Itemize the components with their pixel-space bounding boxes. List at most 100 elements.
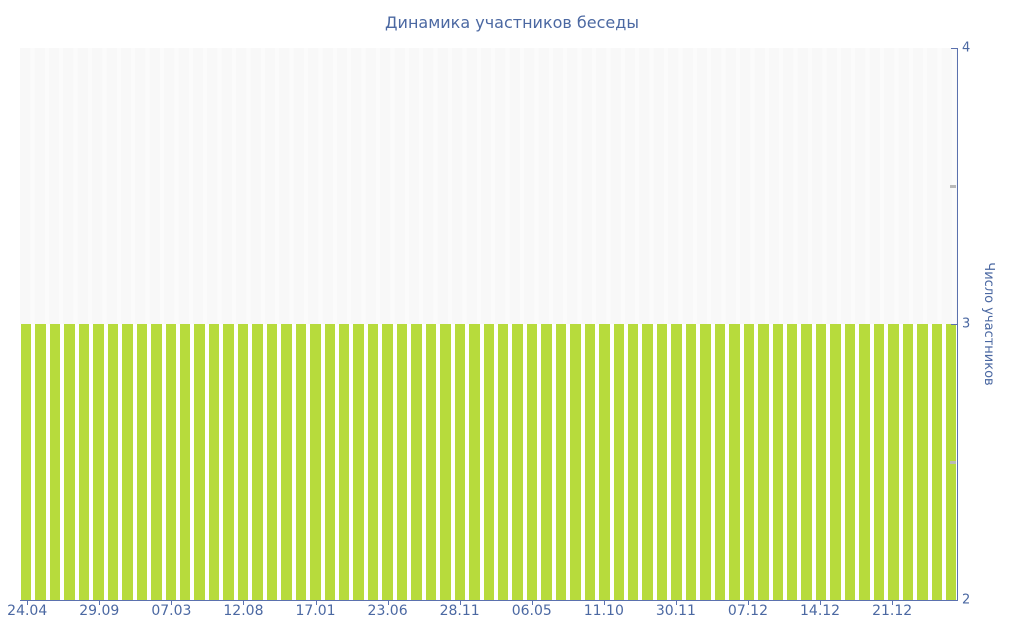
bar [917,324,928,600]
bar [281,324,292,600]
x-axis-tick [27,601,29,605]
bar [772,324,784,600]
bar [237,324,249,600]
bar [78,324,90,600]
bar [599,324,610,600]
y-axis-minor-tick [950,461,956,464]
bar [338,324,350,600]
y-axis-title: Число участников [981,262,996,386]
bar [497,324,509,600]
x-tick-label: 21.12 [872,603,913,619]
x-axis-tick [603,601,605,605]
bar [107,324,119,600]
y-axis-line [957,48,958,601]
x-axis-tick [892,601,894,605]
plot-area [20,48,957,600]
y-tick-label: 4 [962,40,971,56]
bar [179,324,191,600]
bar [483,324,494,600]
bar [208,324,220,600]
x-axis-tick [171,601,173,605]
bar [295,324,307,600]
x-axis-tick [675,601,677,605]
y-tick-label: 2 [962,592,971,608]
bar [382,324,393,600]
bar [165,324,176,600]
bar [396,324,408,600]
bar [526,324,538,600]
bar [440,324,451,600]
bar [367,324,379,600]
bar [310,324,321,600]
bar [541,324,552,600]
bar [642,324,653,600]
chart-title: Динамика участников беседы [385,13,639,32]
bar [252,324,263,600]
bar [49,324,61,600]
x-tick-label: 28.11 [439,603,480,619]
x-tick-label: 29.09 [79,603,120,619]
bar [714,324,726,600]
bar [729,324,740,600]
bar [685,324,697,600]
x-axis-tick [387,601,389,605]
x-axis-tick [99,601,101,605]
bar [844,324,856,600]
x-tick-label: 23.06 [367,603,408,619]
bar [266,324,278,600]
x-axis-tick [459,601,461,605]
bar [743,324,755,600]
y-axis-tick [951,48,957,49]
bar [151,324,162,600]
bar [656,324,668,600]
bar [64,324,75,600]
x-tick-label: 07.03 [151,603,192,619]
bar [324,324,335,600]
bar [787,324,798,600]
bar [700,324,711,600]
bar [859,324,870,600]
bar [136,324,148,600]
bar [570,324,581,600]
x-axis-tick [531,601,533,605]
x-tick-label: 06.05 [511,603,552,619]
y-tick-label: 3 [962,316,971,332]
bar [353,324,364,600]
bar [902,324,914,600]
bar [411,324,422,600]
bar [873,324,885,600]
x-axis-line [20,600,958,601]
bars-layer [20,48,957,600]
bar [584,324,596,600]
bar [613,324,625,600]
x-axis-tick [820,601,822,605]
bar [628,324,639,600]
x-tick-label: 14.12 [800,603,841,619]
bar [21,324,32,600]
bar [512,324,523,600]
bar [35,324,46,600]
bar [815,324,827,600]
bar [122,324,133,600]
bar [758,324,769,600]
bar [931,324,942,600]
x-tick-label: 11.10 [583,603,624,619]
x-tick-label: 12.08 [223,603,264,619]
x-tick-label: 24.04 [7,603,48,619]
y-axis-minor-tick [950,185,956,188]
x-tick-label: 17.01 [295,603,336,619]
bar [555,324,567,600]
bar [425,324,437,600]
bar [830,324,841,600]
bar [469,324,480,600]
x-tick-label: 30.11 [655,603,696,619]
bar [93,324,104,600]
x-axis-tick [243,601,245,605]
bar [454,324,466,600]
x-axis-tick [747,601,749,605]
bar [888,324,899,600]
y-axis-tick [951,600,957,601]
bar [223,324,234,600]
bar [801,324,812,600]
